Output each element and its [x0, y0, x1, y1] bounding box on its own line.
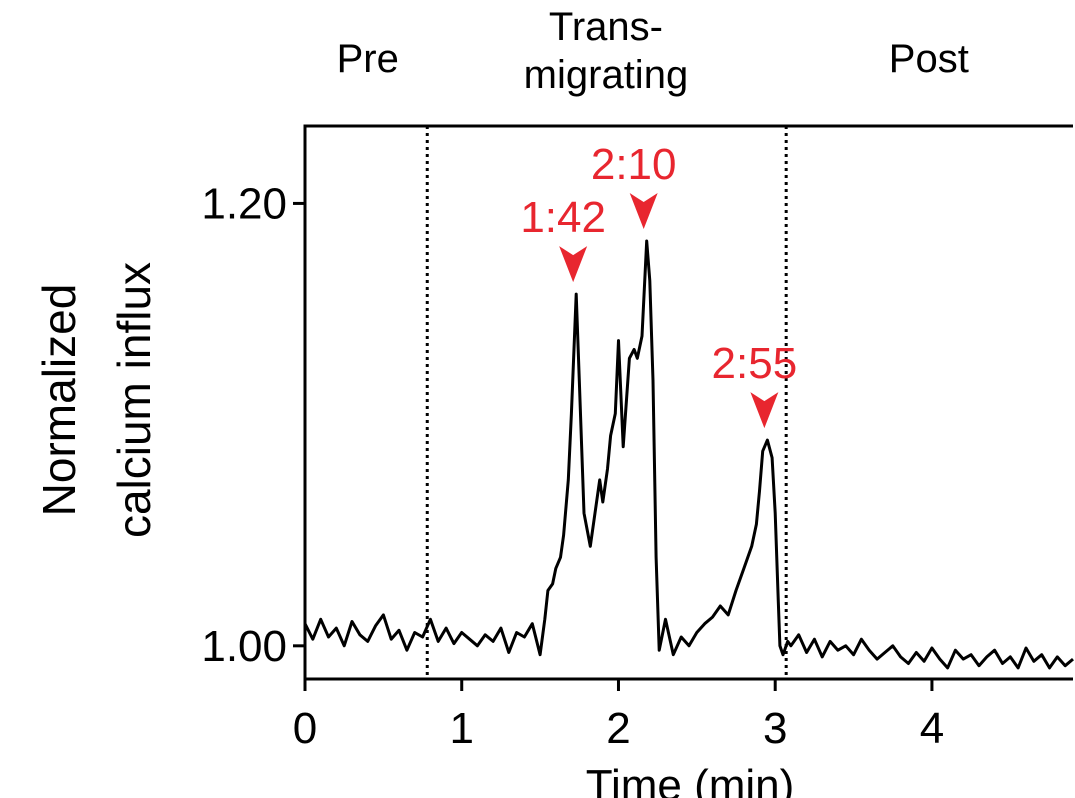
- region-label-0-line-0: Pre: [337, 37, 399, 81]
- peak-arrow-1: [629, 193, 658, 230]
- y-tick-label-0: 1.00: [201, 622, 287, 671]
- y-axis-label-line-0: Normalized: [33, 284, 85, 517]
- plot-area: 1:422:10 2:55: [303, 124, 1074, 681]
- peak-label-2: 2:55: [712, 339, 798, 388]
- calcium-trace-line: [303, 239, 1074, 670]
- region-labels: Pre Trans-migrating Post: [337, 5, 969, 97]
- peak-label-0: 1:42: [520, 193, 606, 242]
- y-tick-label-1: 1.20: [201, 179, 287, 228]
- x-axis-label: Time (min): [586, 761, 795, 798]
- peak-arrow-0: [559, 246, 588, 283]
- x-tick-label-1: 1: [449, 704, 473, 753]
- axes: 0 1 2 3 4 1.00 1.20 Time (min) Normalized calc…: [33, 179, 944, 798]
- peak-annotations: 1:422:10 2:55: [520, 140, 798, 429]
- region-label-1-line-1: migrating: [524, 53, 689, 97]
- y-axis-ticks: 1.00 1.20: [201, 179, 305, 671]
- region-label-1-line-0: Trans-: [549, 5, 663, 49]
- x-tick-label-2: 2: [606, 704, 630, 753]
- plot-frame: [303, 124, 1073, 681]
- region-dividers: [425, 126, 788, 679]
- x-axis-ticks: 0 1 2 3 4: [293, 679, 944, 753]
- y-axis-label: Normalized calcium influx: [33, 262, 160, 538]
- peak-label-1: 2:10: [591, 140, 677, 189]
- region-label-2-line-0: Post: [889, 37, 969, 81]
- x-tick-label-4: 4: [920, 704, 944, 753]
- x-tick-label-3: 3: [763, 704, 787, 753]
- y-axis-label-line-1: calcium influx: [108, 262, 160, 538]
- peak-arrow-2: [750, 392, 779, 429]
- x-tick-label-0: 0: [293, 704, 317, 753]
